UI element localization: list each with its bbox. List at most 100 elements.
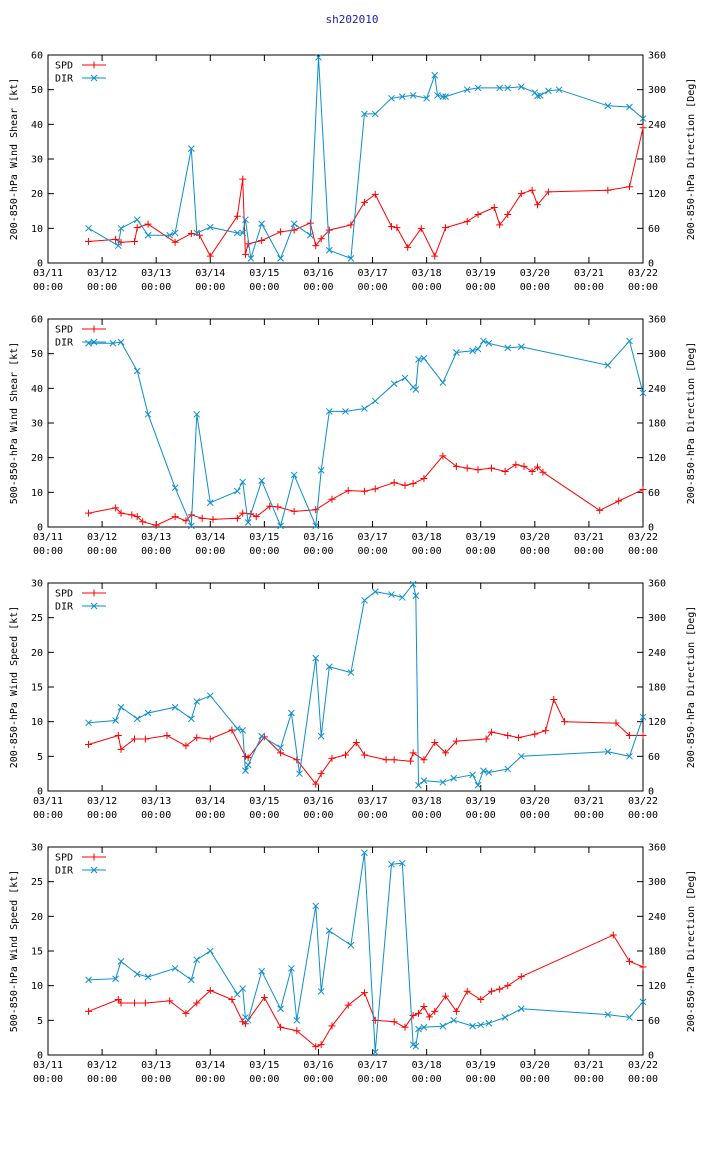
data-point-dir — [504, 84, 512, 92]
data-point-dir — [626, 103, 633, 111]
x-tick-label-date: 03/16 — [303, 532, 333, 543]
data-point-dir — [244, 761, 252, 769]
y-tick-label: 0 — [37, 523, 43, 534]
data-point-spd — [528, 468, 536, 476]
x-tick-label-time: 00:00 — [195, 810, 225, 821]
series-line-dir — [88, 583, 644, 787]
x-tick-label-date: 03/17 — [357, 532, 387, 543]
data-point-spd — [639, 486, 647, 494]
data-point-spd — [239, 509, 247, 517]
data-point-dir — [517, 752, 525, 760]
data-point-spd — [382, 756, 390, 764]
data-point-spd — [277, 1023, 285, 1031]
data-point-spd — [85, 238, 93, 246]
x-tick-label-date: 03/20 — [520, 796, 550, 807]
x-tick-label-time: 00:00 — [33, 546, 63, 557]
data-point-dir — [536, 92, 544, 99]
x-tick-label-time: 00:00 — [249, 282, 279, 293]
series-line-spd — [88, 127, 644, 258]
y2-tick-label: 60 — [648, 488, 660, 499]
y2-axis-label: 200-850-hPa Direction [Deg] — [686, 870, 697, 1033]
data-point-dir — [193, 698, 201, 705]
x-tick-label-time: 00:00 — [574, 810, 604, 821]
data-point-spd — [496, 221, 504, 229]
x-tick-label-time: 00:00 — [33, 282, 63, 293]
y-tick-label: 10 — [31, 488, 43, 499]
data-point-dir — [398, 859, 406, 867]
data-point-spd — [639, 732, 647, 740]
data-point-spd — [544, 188, 552, 196]
x-tick-label-time: 00:00 — [141, 810, 171, 821]
data-point-spd — [431, 1007, 439, 1015]
x-tick-label-time: 00:00 — [141, 282, 171, 293]
legend-label-spd: SPD — [55, 325, 73, 336]
data-point-spd — [615, 497, 623, 505]
data-point-dir — [312, 522, 320, 530]
y2-tick-label: 180 — [648, 683, 666, 694]
data-point-dir — [144, 973, 152, 981]
data-point-dir — [604, 361, 612, 369]
y2-tick-label: 0 — [648, 259, 654, 270]
y2-tick-label: 360 — [648, 579, 666, 590]
data-point-dir — [258, 732, 266, 740]
x-tick-label-date: 03/14 — [195, 1060, 225, 1071]
data-point-spd — [241, 1020, 249, 1028]
data-point-dir — [233, 990, 241, 998]
series-line-spd — [88, 455, 644, 526]
data-point-spd — [293, 756, 301, 764]
data-point-dir — [639, 389, 647, 397]
y2-tick-label: 120 — [648, 453, 666, 464]
legend-label-spd: SPD — [55, 853, 73, 864]
y-tick-label: 50 — [31, 349, 43, 360]
x-tick-label-time: 00:00 — [195, 546, 225, 557]
data-point-spd — [417, 224, 425, 232]
data-point-spd — [474, 210, 482, 218]
data-point-dir — [312, 902, 320, 910]
data-point-spd — [452, 1007, 460, 1015]
data-point-dir — [144, 231, 152, 239]
data-point-dir — [325, 663, 333, 671]
data-point-spd — [625, 957, 633, 965]
data-point-spd — [639, 963, 647, 971]
x-tick-label-date: 03/14 — [195, 796, 225, 807]
data-point-dir — [144, 709, 152, 717]
data-point-dir — [439, 1022, 447, 1030]
data-point-spd — [252, 513, 260, 521]
data-point-dir — [485, 339, 493, 347]
data-point-dir — [247, 255, 255, 262]
y2-tick-label: 240 — [648, 384, 666, 395]
x-tick-label-date: 03/22 — [628, 268, 658, 279]
data-point-spd — [431, 252, 439, 260]
data-point-spd — [128, 511, 136, 519]
data-point-spd — [112, 504, 120, 512]
data-point-dir — [469, 1022, 476, 1030]
data-point-dir — [371, 1048, 379, 1056]
data-point-spd — [344, 1001, 352, 1009]
x-tick-label-date: 03/15 — [249, 796, 279, 807]
data-point-dir — [361, 110, 368, 118]
x-tick-label-time: 00:00 — [141, 546, 171, 557]
data-point-spd — [131, 735, 139, 743]
data-point-spd — [274, 503, 282, 511]
data-point-dir — [388, 94, 395, 102]
data-point-dir — [187, 715, 195, 723]
data-point-spd — [512, 461, 520, 469]
data-point-dir — [442, 93, 449, 100]
x-tick-label-date: 03/21 — [574, 796, 604, 807]
x-tick-label-time: 00:00 — [357, 1074, 387, 1085]
y-tick-label: 60 — [31, 51, 43, 62]
y2-tick-label: 120 — [648, 981, 666, 992]
x-tick-label-time: 00:00 — [87, 1074, 117, 1085]
data-point-dir — [639, 713, 647, 721]
x-tick-label-date: 03/18 — [412, 532, 442, 543]
data-point-spd — [482, 735, 490, 743]
data-point-spd — [277, 228, 285, 236]
data-point-spd — [401, 1023, 409, 1031]
plot-frame — [47, 846, 644, 1056]
x-tick-label-date: 03/13 — [141, 268, 171, 279]
x-tick-label-date: 03/15 — [249, 532, 279, 543]
data-point-spd — [198, 514, 206, 522]
x-tick-label-date: 03/14 — [195, 268, 225, 279]
x-tick-label-date: 03/19 — [466, 1060, 496, 1071]
x-tick-label-date: 03/18 — [412, 796, 442, 807]
